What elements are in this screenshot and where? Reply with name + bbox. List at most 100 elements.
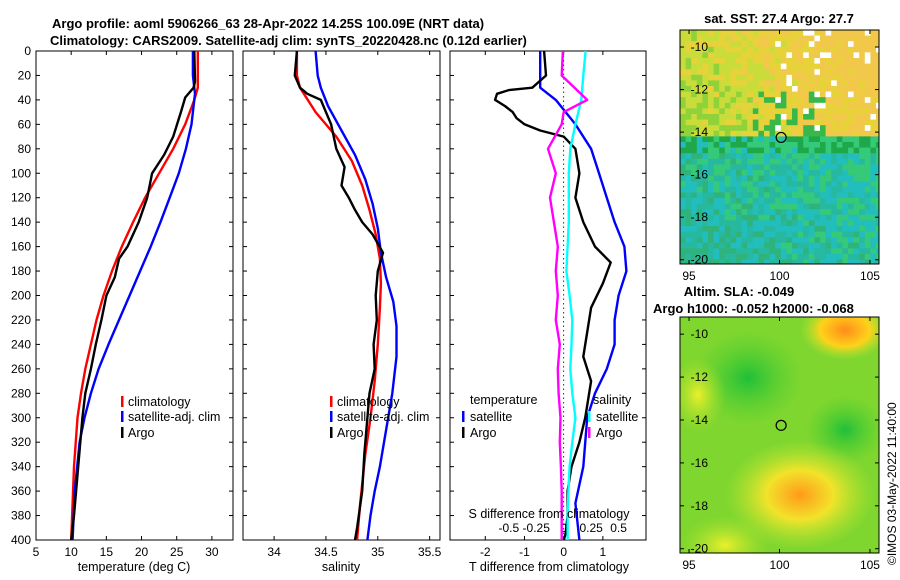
sst-cell <box>752 226 759 232</box>
sst-cell <box>786 80 793 87</box>
sst-cell <box>859 91 866 98</box>
sst-cell <box>786 147 793 154</box>
sst-cell <box>685 254 692 260</box>
sst-cell <box>848 108 854 115</box>
sst-cell <box>870 248 877 255</box>
sst-cell <box>808 248 815 255</box>
sst-cell <box>859 214 866 221</box>
sst-cell <box>775 181 782 188</box>
sst-cell <box>696 130 703 137</box>
sst-cell <box>747 254 754 260</box>
sst-cell <box>853 69 860 76</box>
sst-cell <box>702 242 709 249</box>
sst-cell <box>713 186 720 193</box>
sst-cell <box>797 175 804 182</box>
sst-cell <box>848 186 854 193</box>
sst-cell <box>775 86 782 92</box>
sst-cell <box>803 198 810 204</box>
sst-cell <box>848 74 854 81</box>
sst-cell <box>853 181 860 188</box>
sst-cell <box>803 46 810 53</box>
sst-cell <box>685 220 692 227</box>
sst-cell <box>736 147 742 154</box>
sst-cell <box>713 46 720 53</box>
sst-cell <box>820 136 826 143</box>
sst-cell <box>730 214 737 221</box>
sst-cell <box>764 214 770 221</box>
sst-cell <box>825 231 832 238</box>
sst-cell <box>713 170 720 176</box>
sst-cell <box>864 108 871 115</box>
sst-cell <box>786 136 793 143</box>
sst-cell <box>859 142 866 148</box>
sst-cell <box>730 114 737 120</box>
sst-cell <box>831 97 838 104</box>
sst-cell <box>814 153 821 160</box>
sst-cell <box>825 254 832 260</box>
sst-cell <box>853 237 860 244</box>
sst-cell <box>853 254 860 260</box>
sst-cell <box>870 170 877 176</box>
sst-cell <box>797 158 804 165</box>
x-tick-label: 20 <box>135 545 149 559</box>
sst-cell <box>836 164 843 171</box>
sla-mid-region <box>680 357 726 433</box>
sst-cell <box>747 102 754 109</box>
sst-cell <box>853 147 860 154</box>
sla-map-ticks: 95 100 105-10-12-14-16-18-20 <box>680 317 880 572</box>
sst-cell <box>859 125 866 132</box>
sst-cell <box>741 142 748 148</box>
sst-cell <box>702 181 709 188</box>
sst-cell <box>724 237 731 244</box>
sst-cell <box>792 158 798 165</box>
sst-cell <box>719 63 726 70</box>
sst-cell <box>836 114 843 120</box>
sst-cell <box>691 209 698 216</box>
sst-cell <box>848 46 854 53</box>
sst-cell <box>736 69 742 76</box>
sst-cell <box>780 164 787 171</box>
sst-cell <box>814 119 821 126</box>
sst-cell <box>702 192 709 199</box>
sst-cell <box>719 226 726 232</box>
sst-cell <box>864 242 871 249</box>
sst-cell <box>724 125 731 132</box>
sst-cell <box>724 175 731 182</box>
sst-cell <box>876 97 879 104</box>
sst-cell <box>764 35 770 42</box>
sst-cell <box>691 114 698 120</box>
sst-cell <box>713 242 720 249</box>
sst-cell <box>747 186 754 193</box>
sst-cell <box>786 259 793 264</box>
sst-cell <box>792 125 798 132</box>
difference-xlabel: T difference from climatology <box>469 560 630 574</box>
sst-cell <box>758 214 765 221</box>
sst-cell <box>691 175 698 182</box>
sst-cell <box>842 147 849 154</box>
sst-cell <box>719 58 726 64</box>
sst-cell <box>691 130 698 137</box>
map-y-tick-label: -20 <box>691 253 709 267</box>
sst-cell <box>859 198 866 204</box>
sst-cell <box>797 52 804 59</box>
sst-cell <box>848 153 854 160</box>
sst-cell <box>803 74 810 81</box>
sst-cell <box>820 52 826 59</box>
sst-cell <box>859 248 866 255</box>
sst-cell <box>719 102 726 109</box>
y-tick-label: 180 <box>11 264 31 278</box>
sst-cell <box>680 142 686 148</box>
sst-cell <box>685 198 692 204</box>
sst-cell <box>792 58 798 64</box>
sst-cell <box>702 147 709 154</box>
sst-cell <box>724 254 731 260</box>
sst-cell <box>747 153 754 160</box>
sst-cell <box>685 248 692 255</box>
sst-cell <box>859 119 866 126</box>
sst-cell <box>691 259 698 264</box>
sst-cell <box>741 254 748 260</box>
sst-cell <box>713 198 720 204</box>
sst-cell <box>808 153 815 160</box>
sst-cell <box>836 220 843 227</box>
x-tick-label: 5 <box>33 545 40 559</box>
